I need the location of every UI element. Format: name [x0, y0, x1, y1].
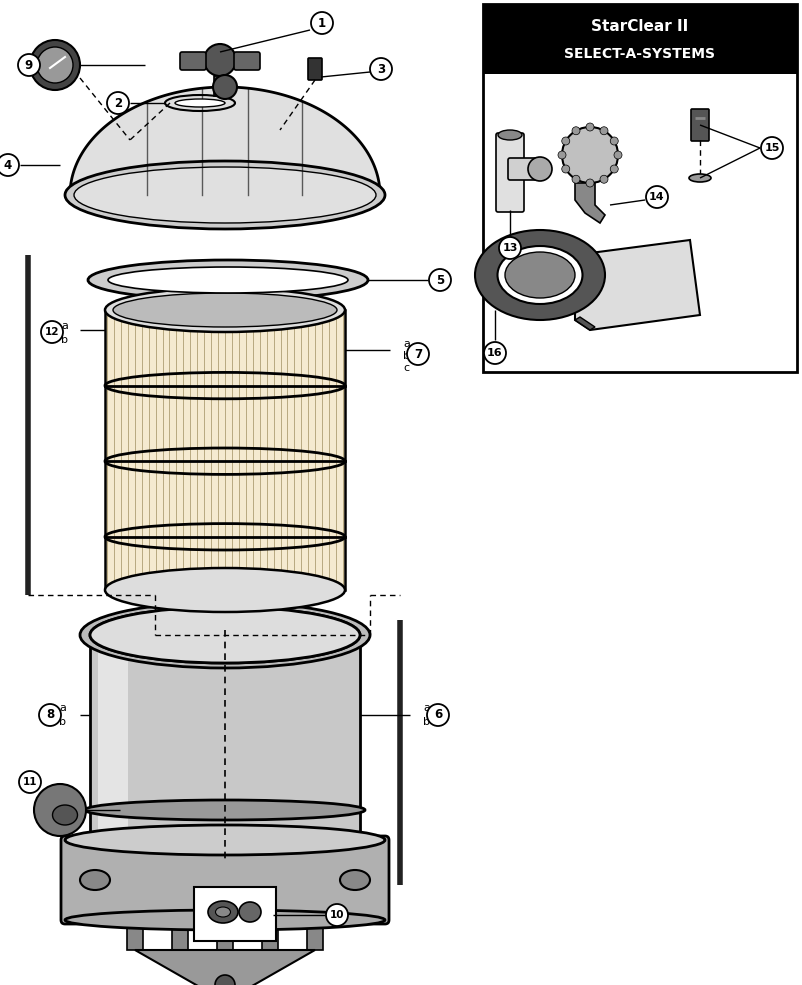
Ellipse shape [65, 161, 384, 229]
Text: a: a [59, 703, 66, 713]
Circle shape [614, 151, 622, 159]
Circle shape [760, 137, 782, 159]
Circle shape [599, 127, 607, 135]
FancyBboxPatch shape [98, 645, 128, 830]
FancyBboxPatch shape [194, 887, 276, 941]
Circle shape [561, 165, 569, 173]
Text: b: b [403, 351, 410, 361]
Text: 15: 15 [764, 143, 779, 153]
Ellipse shape [88, 260, 367, 300]
Circle shape [561, 137, 569, 145]
Circle shape [326, 904, 347, 926]
Ellipse shape [52, 805, 78, 825]
Ellipse shape [107, 267, 347, 293]
Ellipse shape [688, 174, 710, 182]
FancyBboxPatch shape [90, 635, 359, 840]
Circle shape [41, 321, 63, 343]
Circle shape [585, 179, 593, 187]
Text: a: a [61, 321, 68, 331]
Circle shape [557, 151, 565, 159]
FancyBboxPatch shape [482, 4, 796, 372]
Ellipse shape [65, 825, 384, 855]
Circle shape [484, 342, 505, 364]
Polygon shape [135, 950, 314, 985]
FancyBboxPatch shape [217, 915, 233, 950]
FancyBboxPatch shape [214, 76, 225, 96]
Text: 16: 16 [487, 348, 502, 358]
Circle shape [30, 40, 80, 90]
Ellipse shape [85, 800, 365, 820]
Circle shape [37, 47, 73, 83]
Text: 4: 4 [4, 159, 12, 171]
Circle shape [585, 123, 593, 131]
Circle shape [19, 771, 41, 793]
Circle shape [610, 165, 618, 173]
Circle shape [571, 127, 579, 135]
FancyBboxPatch shape [105, 310, 345, 590]
Circle shape [407, 343, 428, 365]
Text: 5: 5 [435, 274, 444, 287]
Circle shape [610, 137, 618, 145]
Ellipse shape [65, 910, 384, 930]
Circle shape [107, 92, 129, 114]
FancyBboxPatch shape [508, 158, 541, 180]
Circle shape [204, 44, 236, 76]
Text: 6: 6 [433, 708, 442, 721]
Text: 13: 13 [502, 243, 517, 253]
Text: 8: 8 [46, 708, 54, 721]
Ellipse shape [74, 167, 375, 223]
FancyBboxPatch shape [180, 52, 206, 70]
Circle shape [18, 54, 40, 76]
Text: 9: 9 [25, 58, 33, 72]
Polygon shape [70, 87, 379, 210]
Circle shape [213, 75, 237, 99]
Polygon shape [574, 317, 594, 330]
Ellipse shape [80, 870, 110, 890]
Text: 14: 14 [648, 192, 664, 202]
Ellipse shape [239, 902, 261, 922]
Text: c: c [403, 363, 408, 373]
Circle shape [599, 175, 607, 183]
Ellipse shape [90, 607, 359, 663]
Circle shape [370, 58, 391, 80]
Text: b: b [61, 335, 68, 345]
Text: b: b [59, 717, 66, 727]
Circle shape [498, 237, 520, 259]
Text: a: a [423, 703, 429, 713]
Ellipse shape [475, 230, 604, 320]
Circle shape [528, 157, 551, 181]
Circle shape [215, 975, 235, 985]
Text: 7: 7 [413, 348, 422, 361]
FancyBboxPatch shape [308, 58, 322, 80]
Polygon shape [574, 183, 604, 223]
Ellipse shape [80, 602, 370, 668]
FancyBboxPatch shape [496, 133, 524, 212]
Ellipse shape [164, 95, 235, 111]
Text: b: b [423, 717, 429, 727]
Circle shape [310, 12, 333, 34]
FancyBboxPatch shape [172, 915, 188, 950]
Circle shape [645, 186, 667, 208]
FancyBboxPatch shape [306, 915, 322, 950]
Text: 10: 10 [330, 910, 344, 920]
Text: a: a [403, 339, 409, 349]
Circle shape [427, 704, 448, 726]
Circle shape [34, 784, 86, 836]
FancyBboxPatch shape [261, 915, 277, 950]
FancyBboxPatch shape [233, 52, 260, 70]
Circle shape [561, 127, 618, 183]
Ellipse shape [215, 907, 230, 917]
FancyBboxPatch shape [691, 109, 708, 141]
Ellipse shape [339, 870, 370, 890]
Ellipse shape [105, 568, 345, 612]
Circle shape [39, 704, 61, 726]
Text: 1: 1 [318, 17, 326, 30]
Text: SELECT-A-SYSTEMS: SELECT-A-SYSTEMS [564, 47, 715, 61]
Circle shape [0, 154, 19, 176]
FancyBboxPatch shape [482, 4, 796, 74]
Ellipse shape [497, 130, 521, 140]
Ellipse shape [90, 607, 359, 663]
Polygon shape [574, 240, 699, 330]
Ellipse shape [497, 246, 581, 304]
